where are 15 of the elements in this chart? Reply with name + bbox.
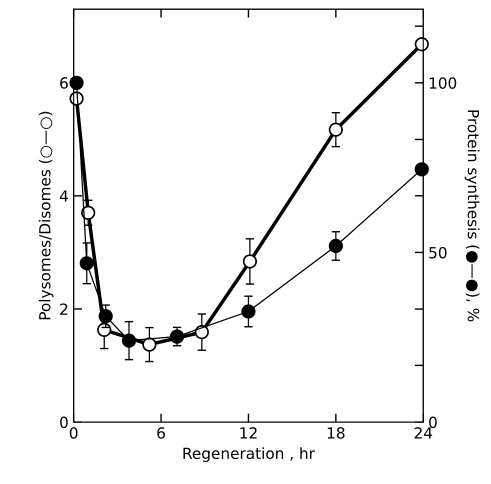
y2-axis-title: Protein synthesis (●—●), % [464, 110, 480, 322]
x-tick-label: 18 [328, 427, 345, 439]
x-tick-label: 6 [157, 427, 165, 439]
x-axis-title: Regeneration , hr [183, 447, 315, 462]
y-tick-label: 2 [60, 303, 68, 315]
y2-tick-label: 50 [429, 246, 447, 258]
y-tick-label: 6 [60, 77, 68, 89]
y2-tick-label: 100 [430, 77, 456, 89]
y2-tick-label: 0 [429, 416, 437, 428]
x-tick-label: 0 [70, 427, 78, 439]
x-tick-label: 12 [240, 427, 257, 439]
y-axis-title: Polysomes/Disomes (○—○) [38, 112, 54, 320]
y-tick-label: 0 [60, 416, 68, 428]
x-tick-label: 24 [414, 427, 432, 439]
y-tick-label: 4 [60, 190, 68, 202]
